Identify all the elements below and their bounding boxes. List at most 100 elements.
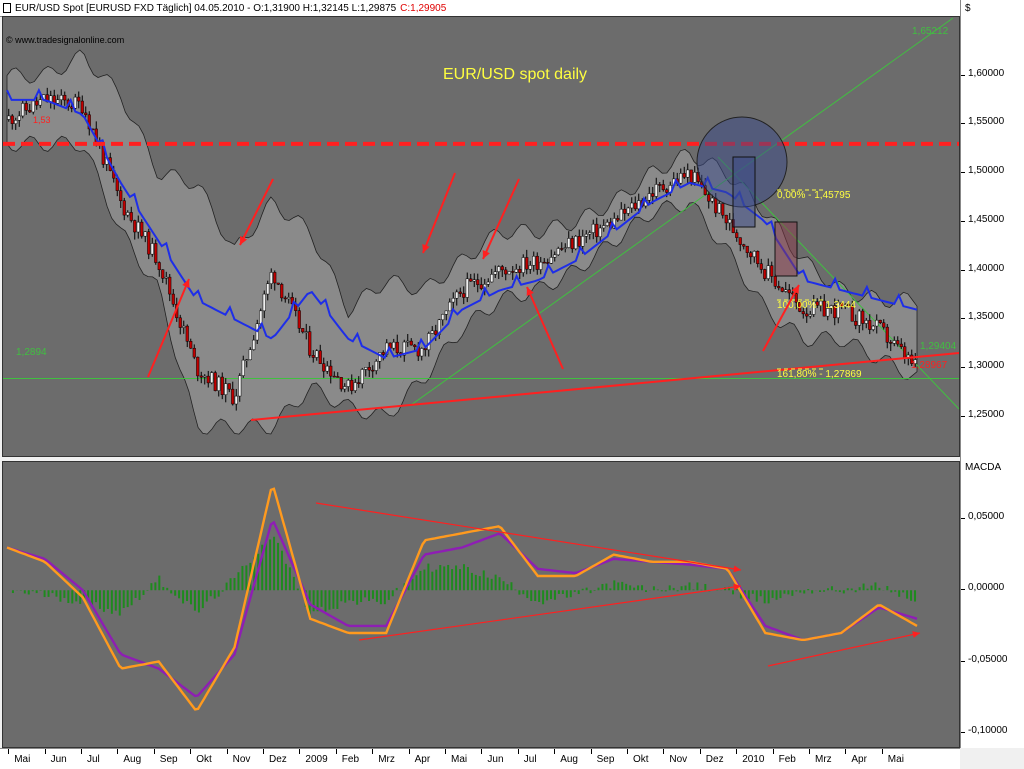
time-tick-mark (299, 749, 301, 754)
candle (77, 91, 81, 109)
arrow-line (147, 278, 190, 378)
time-axis[interactable]: Mai Jun Jul Aug Sep Okt Nov Dez 2009 Feb Mrz Apr Mai… (0, 748, 960, 769)
candle-body (21, 103, 25, 117)
candle (171, 289, 175, 307)
price-chart-panel[interactable]: 0,00% - 1,45795 100,00% - 1,3444 161,80% -… (2, 16, 960, 457)
candle-body (665, 189, 669, 193)
candle (304, 323, 308, 340)
candle-body (819, 300, 823, 306)
time-tick-mark (8, 749, 10, 754)
candle-body (276, 282, 280, 285)
candle (549, 249, 553, 265)
candle (458, 287, 462, 297)
candle-body (304, 331, 308, 333)
candle (434, 324, 438, 341)
candle (381, 350, 385, 361)
candle-body (714, 197, 718, 214)
candle-body (224, 383, 228, 395)
candle-body (24, 103, 28, 111)
time-tick-label: Okt (196, 754, 212, 765)
candle (395, 334, 399, 358)
candle-body (77, 96, 81, 102)
candle-body (497, 266, 501, 272)
candle-body (560, 248, 564, 250)
candle-body (458, 291, 462, 294)
price-tick-mark (961, 123, 965, 125)
candle (756, 250, 760, 268)
candle-body (588, 232, 592, 235)
arrow-head (182, 279, 190, 288)
candle (623, 203, 627, 221)
candle-body (196, 356, 200, 377)
price-tick-mark (961, 367, 965, 369)
candle-body (171, 293, 175, 305)
signal-line (6, 520, 918, 698)
candle-body (833, 305, 837, 319)
price-axis[interactable]: $ 1,60000 1,55000 1,50000 1,45000 1,40000 1,3… (960, 0, 1024, 458)
highlight-rect-blue (732, 156, 756, 228)
time-tick-label: Okt (633, 754, 649, 765)
candle-body (504, 269, 508, 275)
candle (686, 163, 690, 184)
candle (143, 231, 147, 243)
trendline-up-green (410, 17, 954, 406)
candle-body (553, 254, 557, 258)
candle (343, 383, 347, 393)
candle-body (455, 291, 459, 299)
candle (745, 245, 749, 258)
candle (882, 319, 886, 330)
candle-body (735, 232, 739, 238)
candle-body (577, 236, 581, 247)
candle-body (469, 278, 473, 282)
candle (455, 289, 459, 306)
candle (301, 328, 305, 334)
candle (805, 307, 809, 323)
candle (353, 378, 357, 393)
candle (602, 219, 606, 232)
candle (17, 111, 21, 127)
candle-body (73, 96, 77, 109)
candle (392, 338, 396, 351)
candle-body (493, 271, 497, 275)
watermark: © www.tradesignalonline.com (6, 35, 125, 45)
price-tick-mark (961, 269, 965, 271)
candle (721, 203, 725, 219)
candle-body (507, 271, 511, 275)
candle-body (238, 375, 242, 397)
midline (6, 87, 918, 360)
candle (238, 373, 242, 402)
candle-body (787, 289, 791, 294)
macd-axis[interactable]: MACDA 0,05000 0,00000 -0,05000 -0,10000 (960, 458, 1024, 748)
candle (371, 365, 375, 378)
time-tick-label: Dez (269, 754, 287, 765)
candle-body (647, 193, 651, 201)
candle (794, 290, 798, 310)
candle-body (605, 221, 609, 226)
candle (574, 234, 578, 251)
currency-symbol: $ (965, 3, 971, 14)
candle-body (616, 218, 620, 221)
candle-body (728, 219, 732, 224)
candle-body (301, 328, 305, 333)
candle (913, 353, 917, 367)
time-tick-mark (627, 749, 628, 754)
candle (868, 314, 872, 335)
price-tick-label: 1,25000 (968, 408, 1005, 420)
candle (717, 200, 721, 214)
candle (840, 302, 844, 310)
candle (31, 100, 35, 115)
candle (801, 307, 805, 319)
time-tick-mark (590, 749, 592, 754)
arrow-line (422, 172, 456, 254)
candle-body (17, 115, 21, 121)
candle (346, 378, 350, 392)
candle (150, 237, 154, 257)
macd-chart-panel[interactable] (2, 461, 960, 748)
candle-body (847, 304, 851, 307)
candle-body (780, 287, 784, 292)
candle (857, 308, 861, 334)
candle (189, 338, 193, 349)
time-tick-mark (335, 749, 337, 754)
candle-body (203, 375, 207, 378)
candle (206, 370, 210, 388)
